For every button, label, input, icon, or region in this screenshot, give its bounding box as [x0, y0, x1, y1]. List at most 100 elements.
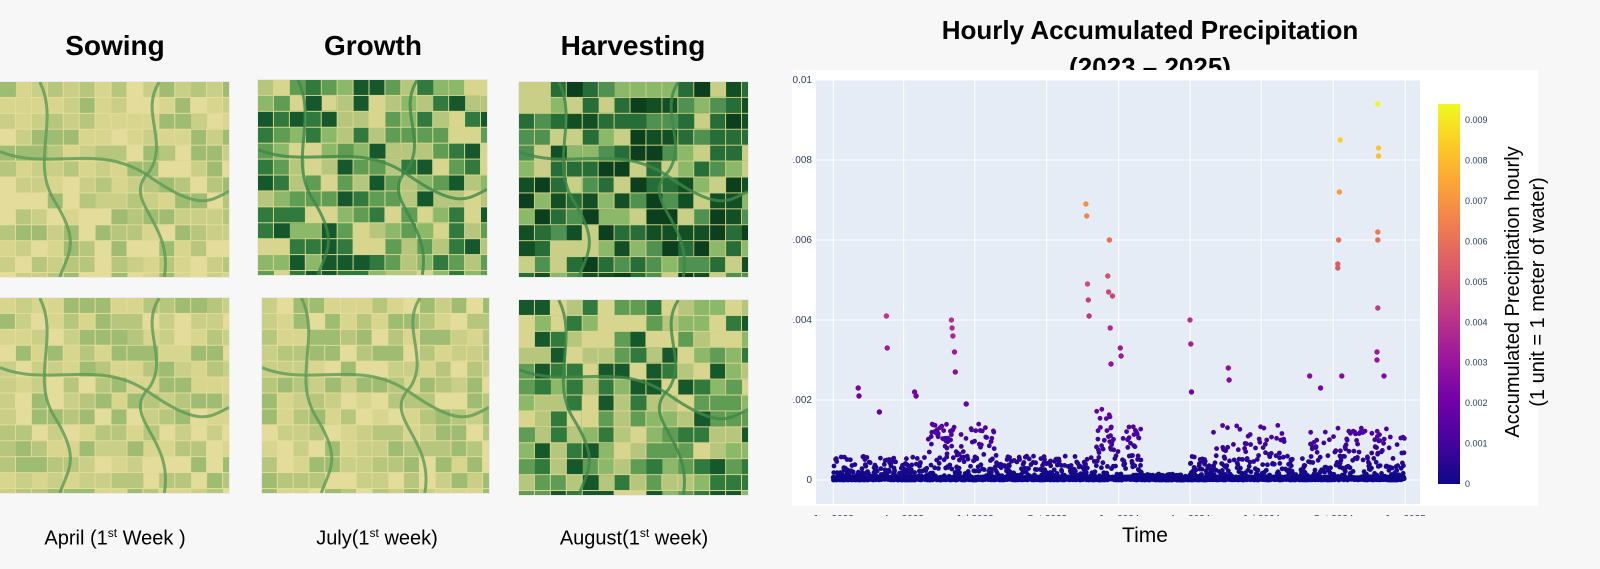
field-parcel [321, 191, 337, 207]
field-parcel [207, 473, 223, 489]
field-parcel [127, 113, 143, 129]
data-point [1400, 470, 1406, 476]
field-parcel [385, 207, 401, 223]
data-point [1238, 465, 1243, 471]
data-point-notable [1105, 289, 1112, 295]
data-point-notable [1375, 101, 1381, 107]
field-parcel [566, 315, 582, 331]
y-tick-label: 0.004 [792, 315, 812, 326]
field-parcel [419, 313, 435, 329]
river-path [557, 300, 591, 495]
data-point-notable [1337, 137, 1343, 143]
field-parcel [223, 273, 229, 277]
field-parcel [207, 393, 223, 409]
data-point [1132, 444, 1138, 450]
field-parcel [566, 443, 582, 459]
data-point-notable [1335, 237, 1342, 243]
data-point [1138, 426, 1144, 432]
field-parcel [356, 393, 372, 409]
field-parcel [277, 298, 293, 313]
field-parcel [726, 427, 742, 443]
data-point [1381, 440, 1386, 446]
field-parcel [31, 209, 47, 225]
field-parcel [726, 347, 742, 363]
field-parcel [435, 473, 451, 489]
field-parcel [519, 475, 534, 491]
data-point [1351, 448, 1357, 454]
data-point-notable [1084, 281, 1091, 287]
field-parcel [726, 241, 742, 257]
field-parcel [223, 425, 229, 441]
data-point-notable [1336, 189, 1343, 195]
field-parcel [467, 361, 483, 377]
data-point [963, 436, 969, 441]
field-parcel [47, 129, 63, 145]
stage-title-harvesting: Harvesting [560, 30, 706, 61]
river-path [300, 298, 334, 493]
colorbar-title-line-1: Accumulated Precipitation hourly [1502, 146, 1524, 437]
colorbar-tick-label: 0.008 [1465, 156, 1488, 166]
field-parcel [550, 273, 566, 277]
field-parcel [191, 145, 207, 161]
data-point [1095, 436, 1101, 442]
field-parcel [582, 491, 614, 495]
field-parcel [694, 145, 710, 161]
field-parcel [534, 82, 550, 97]
data-point [989, 435, 995, 441]
field-parcel [582, 427, 598, 443]
field-parcel [742, 427, 748, 443]
field-parcel [223, 457, 229, 473]
field-parcel [47, 273, 63, 277]
field-parcel [566, 427, 582, 443]
week-label-growth: July(1st week) [316, 526, 438, 550]
field-parcel [262, 345, 277, 361]
field-parcel [63, 209, 79, 225]
data-point [859, 466, 865, 471]
field-parcel [481, 239, 487, 255]
field-parcel [127, 225, 143, 241]
field-parcel [127, 393, 143, 409]
field-parcel [742, 225, 748, 241]
field-parcel [273, 255, 289, 271]
field-parcel [678, 363, 694, 379]
data-point [949, 466, 955, 472]
field-parcel [262, 425, 277, 441]
stage-title-sowing: Sowing [65, 30, 165, 61]
field-parcel [467, 425, 483, 441]
field-parcel [111, 113, 127, 129]
field-parcel [15, 82, 31, 97]
field-parcel [630, 300, 646, 315]
field-parcel [258, 159, 273, 175]
field-parcel [582, 315, 598, 331]
data-point [1094, 408, 1100, 414]
data-point [991, 429, 997, 435]
field-parcel [31, 113, 47, 129]
field-parcel [419, 489, 435, 493]
data-point [981, 452, 987, 457]
data-point [1261, 425, 1267, 431]
field-parcel [223, 329, 229, 345]
field-parcel [694, 209, 710, 225]
field-parcel [404, 409, 419, 425]
field-parcel [534, 129, 550, 145]
field-parcel [0, 273, 15, 277]
data-point [956, 451, 962, 457]
field-parcel [614, 177, 630, 193]
data-point [1231, 442, 1236, 447]
field-parcel [678, 225, 694, 241]
field-parcel [111, 82, 127, 97]
river-path [262, 366, 489, 419]
field-parcel [614, 193, 630, 209]
x-tick-label: Oct 2024 [1313, 514, 1354, 516]
data-point [863, 463, 869, 469]
field-parcel [191, 161, 207, 177]
data-point [1033, 460, 1039, 466]
data-point [1390, 456, 1396, 461]
field-parcel [175, 393, 191, 409]
field-parcel [566, 177, 582, 193]
data-point [1007, 463, 1012, 469]
field-parcel [353, 191, 369, 207]
field-parcel [710, 273, 726, 277]
data-point [1083, 461, 1088, 467]
data-point [1107, 414, 1113, 420]
